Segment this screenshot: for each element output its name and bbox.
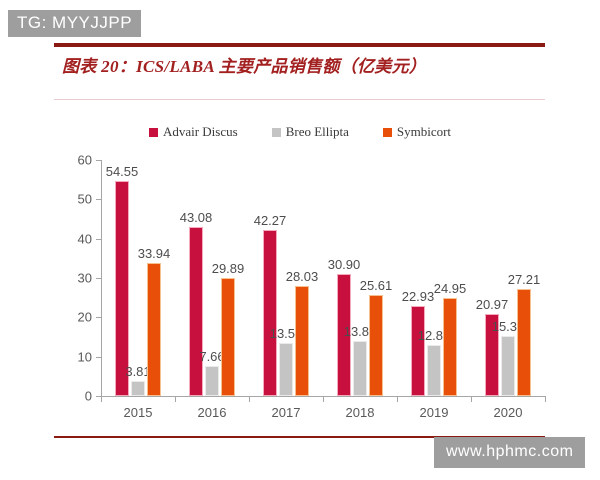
bar-data-label: 13.89 — [343, 324, 377, 340]
footer-rule — [54, 436, 545, 438]
legend-item[interactable]: Breo Ellipta — [271, 124, 349, 140]
x-axis-tick — [175, 396, 176, 402]
x-axis-tick — [471, 396, 472, 402]
legend-label: Advair Discus — [162, 124, 238, 139]
bar-data-label: 43.08 — [179, 209, 213, 225]
y-axis-tick — [96, 160, 101, 161]
y-axis-tick-label: 0 — [84, 388, 92, 404]
watermark-bottom-right: www.hphmc.com — [434, 437, 586, 468]
bar[interactable] — [353, 341, 367, 396]
chart-legend: Advair Discus Breo Ellipta Symbicort — [100, 123, 500, 141]
y-axis-tick-label: 10 — [77, 349, 92, 365]
legend-item[interactable]: Symbicort — [382, 124, 452, 140]
legend-swatch-icon — [271, 127, 281, 137]
bar[interactable] — [485, 313, 499, 396]
watermark-top-left: TG: MYYJJPP — [8, 10, 142, 37]
bar[interactable] — [517, 288, 531, 396]
x-axis-tick — [249, 396, 250, 402]
bar-data-label: 30.90 — [327, 257, 361, 273]
plot-area: 0 10 20 30 40 50 60 2015 54.55 3.81 33.94 2016 43.08… — [78, 153, 546, 420]
bar[interactable] — [411, 305, 425, 396]
y-axis-tick — [96, 396, 101, 397]
legend-label: Symbicort — [396, 124, 452, 139]
bar[interactable] — [369, 295, 383, 396]
bar[interactable] — [337, 274, 351, 396]
x-axis-tick-label: 2015 — [123, 405, 153, 420]
bar[interactable] — [189, 226, 203, 396]
y-axis-tick — [96, 238, 101, 240]
legend-swatch-icon — [148, 127, 158, 137]
bar[interactable] — [115, 181, 129, 396]
bar[interactable] — [205, 365, 219, 396]
x-axis-tick-label: 2020 — [493, 405, 523, 420]
bar-data-label: 20.97 — [475, 296, 509, 312]
header-rule-top — [54, 43, 545, 47]
legend-swatch-icon — [382, 127, 392, 137]
y-axis-tick-label: 30 — [77, 270, 92, 286]
y-axis-tick — [96, 278, 101, 279]
bar[interactable] — [501, 335, 515, 396]
bar-data-label: 3.81 — [125, 364, 151, 379]
bar-data-label: 28.03 — [285, 268, 319, 284]
x-axis-tick — [397, 396, 398, 402]
legend-label: Breo Ellipta — [285, 124, 349, 139]
x-axis-tick — [323, 396, 324, 402]
bar-data-label: 12.87 — [417, 328, 451, 344]
page-title: 图表 20：ICS/LABA 主要产品销售额（亿美元） — [62, 57, 427, 76]
y-axis-tick — [96, 199, 101, 201]
x-axis-tick — [101, 396, 102, 402]
bar-data-label: 15.36 — [491, 318, 525, 334]
x-axis-tick-label: 2019 — [419, 405, 449, 420]
bar-data-label: 42.27 — [253, 212, 287, 228]
bar-data-label: 54.55 — [105, 164, 139, 180]
bar-data-label: 33.94 — [137, 245, 171, 261]
x-axis-tick-label: 2018 — [345, 405, 375, 420]
y-axis-tick-label: 40 — [77, 231, 92, 247]
y-axis-tick-label: 60 — [77, 152, 92, 168]
bar[interactable] — [295, 285, 309, 396]
bar[interactable] — [443, 297, 457, 396]
bar[interactable] — [221, 278, 235, 396]
y-axis-tick-label: 20 — [77, 309, 92, 325]
bar-data-label: 13.59 — [269, 325, 303, 341]
y-axis-tick-label: 50 — [77, 191, 92, 207]
bar[interactable] — [427, 345, 441, 396]
x-axis-tick-label: 2016 — [197, 405, 227, 420]
y-axis-line — [101, 160, 102, 396]
bar[interactable] — [131, 381, 145, 396]
x-axis-tick-label: 2017 — [271, 405, 301, 420]
bar-data-label: 25.61 — [359, 278, 393, 294]
x-axis-tick — [545, 396, 546, 402]
bar-data-label: 24.95 — [433, 280, 467, 296]
bar-data-label: 27.21 — [507, 271, 541, 287]
y-axis-tick — [96, 356, 101, 358]
bar[interactable] — [147, 262, 161, 396]
header-rule-mid — [54, 99, 545, 100]
bar-data-label: 7.66 — [199, 348, 225, 364]
bar-data-label: 29.89 — [211, 261, 245, 277]
bar-data-label: 22.93 — [401, 288, 435, 304]
bar[interactable] — [279, 342, 293, 396]
y-axis-tick — [96, 317, 101, 319]
legend-item[interactable]: Advair Discus — [148, 124, 238, 140]
bar[interactable] — [263, 229, 277, 396]
